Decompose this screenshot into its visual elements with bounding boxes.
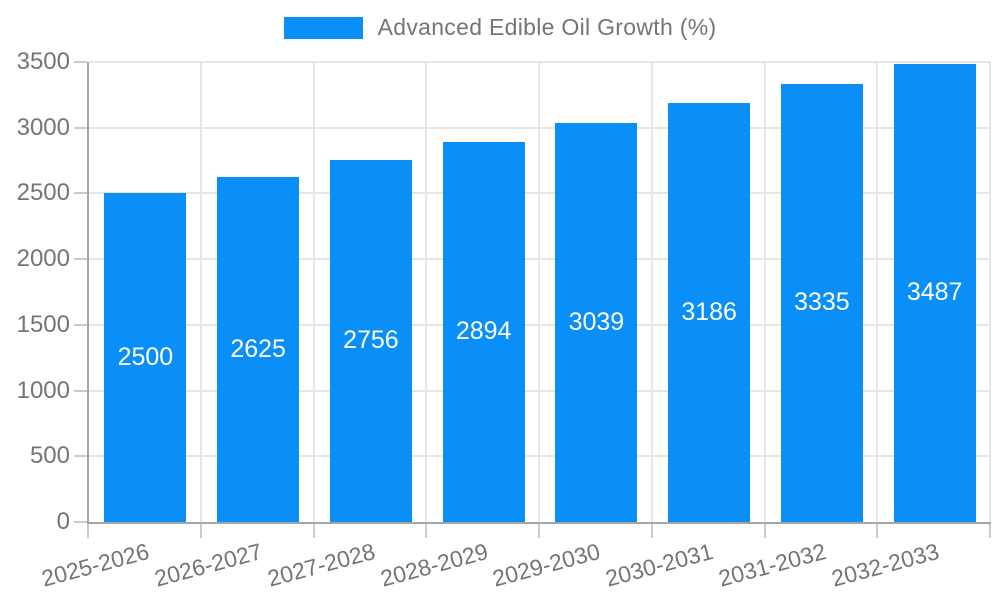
x-axis-label: 2027-2028 bbox=[264, 538, 378, 592]
y-axis-label: 3000 bbox=[16, 113, 70, 141]
bar-value-label: 3335 bbox=[794, 288, 850, 317]
x-gridline bbox=[989, 62, 991, 522]
bar[interactable]: 3186 bbox=[668, 103, 751, 522]
x-gridline bbox=[312, 62, 315, 522]
x-axis-label: 2031-2032 bbox=[715, 538, 829, 592]
x-axis-tick bbox=[425, 524, 428, 538]
y-axis-tick bbox=[74, 389, 87, 392]
x-gridline bbox=[763, 62, 766, 522]
bar[interactable]: 3335 bbox=[780, 83, 863, 522]
y-gridline bbox=[89, 126, 991, 129]
y-axis-label: 3500 bbox=[16, 48, 70, 75]
y-axis-tick bbox=[74, 455, 87, 458]
x-axis-tick bbox=[199, 524, 202, 538]
x-gridline bbox=[650, 62, 653, 522]
x-gridline bbox=[425, 62, 428, 522]
x-axis-tick bbox=[650, 524, 653, 538]
plot-area: 0 500 1000 1500 2000 2500 3000 3500 2500 2625 2756… bbox=[17, 48, 991, 592]
bar[interactable]: 2625 bbox=[217, 177, 300, 522]
y-axis-label: 1500 bbox=[16, 310, 70, 338]
y-gridline bbox=[89, 61, 991, 63]
bar[interactable]: 3039 bbox=[555, 122, 638, 522]
y-gridline bbox=[89, 258, 991, 261]
legend-label: Advanced Edible Oil Growth (%) bbox=[377, 14, 717, 40]
x-axis-tick bbox=[538, 524, 540, 538]
x-axis-tick bbox=[87, 524, 89, 538]
y-axis-tick bbox=[74, 126, 87, 129]
bar[interactable]: 2500 bbox=[104, 193, 187, 522]
x-axis-label: 2032-2033 bbox=[828, 538, 942, 592]
y-gridline bbox=[89, 389, 991, 392]
y-axis-tick bbox=[74, 521, 87, 523]
x-axis-tick bbox=[763, 524, 766, 538]
x-gridline bbox=[538, 62, 540, 522]
x-axis-label: 2026-2027 bbox=[151, 538, 265, 592]
legend[interactable]: Advanced Edible Oil Growth (%) bbox=[0, 14, 1000, 41]
bar-value-label: 2756 bbox=[343, 326, 399, 355]
x-axis-label: 2029-2030 bbox=[490, 538, 604, 592]
y-axis-label: 1000 bbox=[16, 376, 70, 404]
x-axis-label: 2030-2031 bbox=[602, 538, 716, 592]
y-axis-label: 500 bbox=[29, 442, 70, 470]
y-axis-label: 2000 bbox=[16, 245, 70, 273]
y-axis-tick bbox=[74, 192, 87, 195]
y-axis-tick bbox=[74, 323, 87, 326]
bar-value-label: 3186 bbox=[681, 298, 737, 327]
bar-value-label: 2894 bbox=[455, 317, 512, 346]
y-axis-tick bbox=[74, 258, 87, 261]
x-axis-label: 2025-2026 bbox=[39, 538, 153, 592]
y-axis-label: 0 bbox=[56, 508, 70, 535]
y-axis-label: 2500 bbox=[16, 179, 70, 207]
bar[interactable]: 2756 bbox=[329, 159, 412, 522]
bar-value-label: 3487 bbox=[906, 278, 963, 307]
x-axis-tick bbox=[989, 524, 991, 538]
bar-value-label: 3039 bbox=[568, 307, 625, 336]
bar-value-label: 2625 bbox=[230, 335, 286, 363]
bar-value-label: 2500 bbox=[117, 343, 174, 372]
bar[interactable]: 2894 bbox=[442, 141, 525, 522]
bar[interactable]: 3487 bbox=[893, 63, 976, 522]
y-gridline bbox=[89, 192, 991, 195]
x-gridline bbox=[876, 62, 879, 522]
x-axis-tick bbox=[312, 524, 315, 538]
y-axis-tick bbox=[74, 61, 87, 63]
x-axis-label: 2028-2029 bbox=[377, 538, 491, 592]
y-gridline bbox=[89, 455, 991, 458]
legend-swatch bbox=[283, 16, 363, 39]
x-axis-tick bbox=[876, 524, 879, 538]
x-gridline bbox=[199, 62, 202, 522]
y-gridline bbox=[89, 323, 991, 326]
